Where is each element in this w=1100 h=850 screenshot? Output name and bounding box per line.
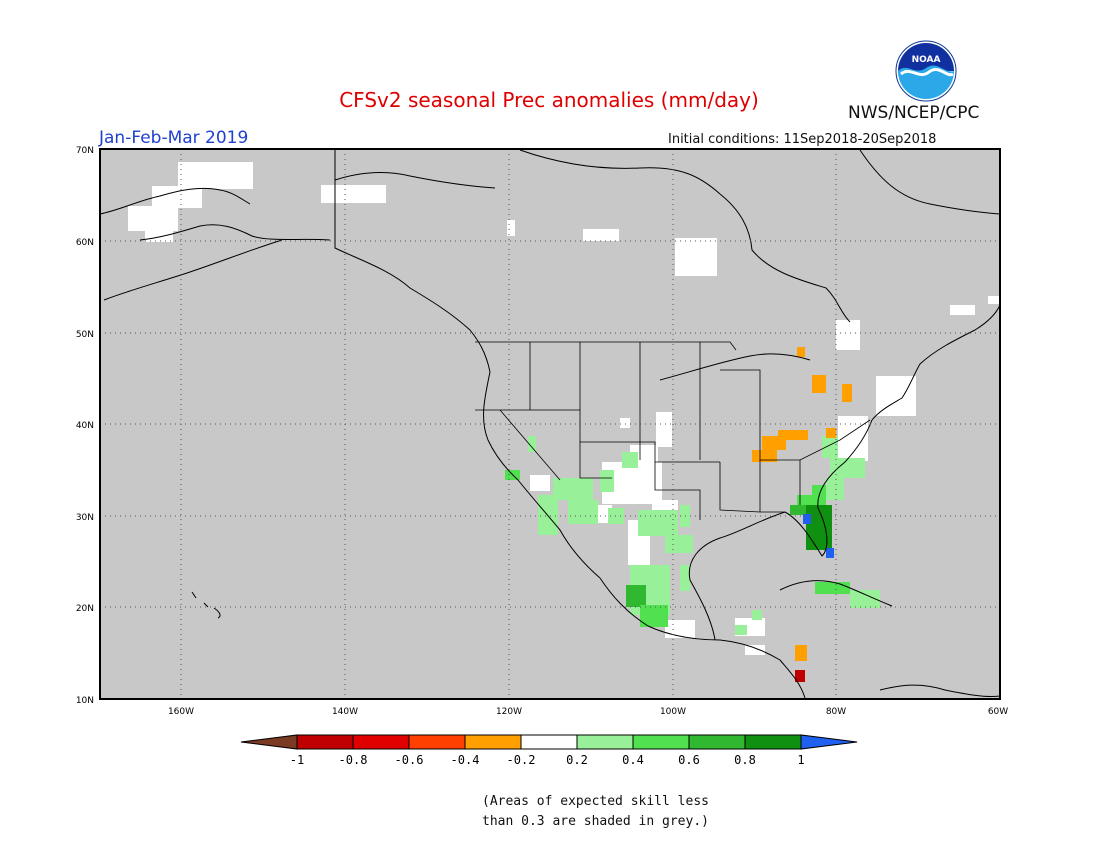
lon-label: 160W bbox=[168, 707, 194, 717]
lon-label: 140W bbox=[332, 707, 358, 717]
lon-label: 80W bbox=[826, 707, 846, 717]
lat-label: 60N bbox=[76, 238, 94, 248]
legend-label: 0.8 bbox=[734, 753, 756, 767]
map-canvas: 70N 60N 50N 40N 30N 20N 10N 160W 140W 12… bbox=[76, 146, 1008, 767]
legend-swatch bbox=[632, 734, 690, 750]
color-legend: -1 -0.8 -0.6 -0.4 -0.2 0.2 0.4 0.6 0.8 1 bbox=[240, 734, 858, 767]
legend-swatch bbox=[744, 734, 802, 750]
lon-label: 60W bbox=[988, 707, 1008, 717]
legend-swatch bbox=[520, 734, 578, 750]
legend-label: 0.6 bbox=[678, 753, 700, 767]
lon-label: 100W bbox=[660, 707, 686, 717]
legend-label: -0.2 bbox=[507, 753, 536, 767]
legend-swatch bbox=[576, 734, 634, 750]
lon-label: 120W bbox=[496, 707, 522, 717]
noaa-logo-icon: NOAA bbox=[895, 40, 957, 102]
season-label: Jan-Feb-Mar 2019 bbox=[99, 128, 249, 148]
state-borders bbox=[475, 341, 871, 520]
legend-label: 1 bbox=[797, 753, 804, 767]
legend-label: 0.4 bbox=[622, 753, 644, 767]
longitude-labels: 160W 140W 120W 100W 80W 60W bbox=[168, 707, 1008, 717]
footnote-line-2: than 0.3 are shaded in grey.) bbox=[482, 814, 709, 829]
agency-label: NWS/NCEP/CPC bbox=[848, 103, 980, 123]
legend-swatch bbox=[296, 734, 354, 750]
skill-footnote: (Areas of expected skill less than 0.3 a… bbox=[482, 792, 709, 832]
initial-conditions: Initial conditions: 11Sep2018-20Sep2018 bbox=[668, 132, 937, 147]
latitude-labels: 70N 60N 50N 40N 30N 20N 10N bbox=[76, 146, 94, 706]
negative-anomaly-patches bbox=[752, 347, 852, 682]
legend-swatch bbox=[464, 734, 522, 750]
lat-label: 10N bbox=[76, 696, 94, 706]
logo-text: NOAA bbox=[912, 55, 941, 65]
lat-label: 70N bbox=[76, 146, 94, 156]
graticule bbox=[100, 149, 1000, 699]
legend-label: 0.2 bbox=[566, 753, 588, 767]
footnote-line-1: (Areas of expected skill less bbox=[482, 794, 709, 809]
map-frame bbox=[99, 148, 1001, 700]
lat-label: 50N bbox=[76, 330, 94, 340]
legend-arrow-left bbox=[240, 734, 298, 750]
coastlines bbox=[99, 149, 1001, 699]
map-title: CFSv2 seasonal Prec anomalies (mm/day) bbox=[339, 88, 759, 112]
legend-label: -0.4 bbox=[451, 753, 480, 767]
legend-swatch bbox=[408, 734, 466, 750]
legend-label: -1 bbox=[290, 753, 304, 767]
legend-arrow-right bbox=[800, 734, 858, 750]
lat-label: 30N bbox=[76, 513, 94, 523]
lat-label: 40N bbox=[76, 421, 94, 431]
lat-label: 20N bbox=[76, 604, 94, 614]
legend-label: -0.6 bbox=[395, 753, 424, 767]
legend-label: -0.8 bbox=[339, 753, 368, 767]
legend-swatch bbox=[352, 734, 410, 750]
legend-swatch bbox=[688, 734, 746, 750]
